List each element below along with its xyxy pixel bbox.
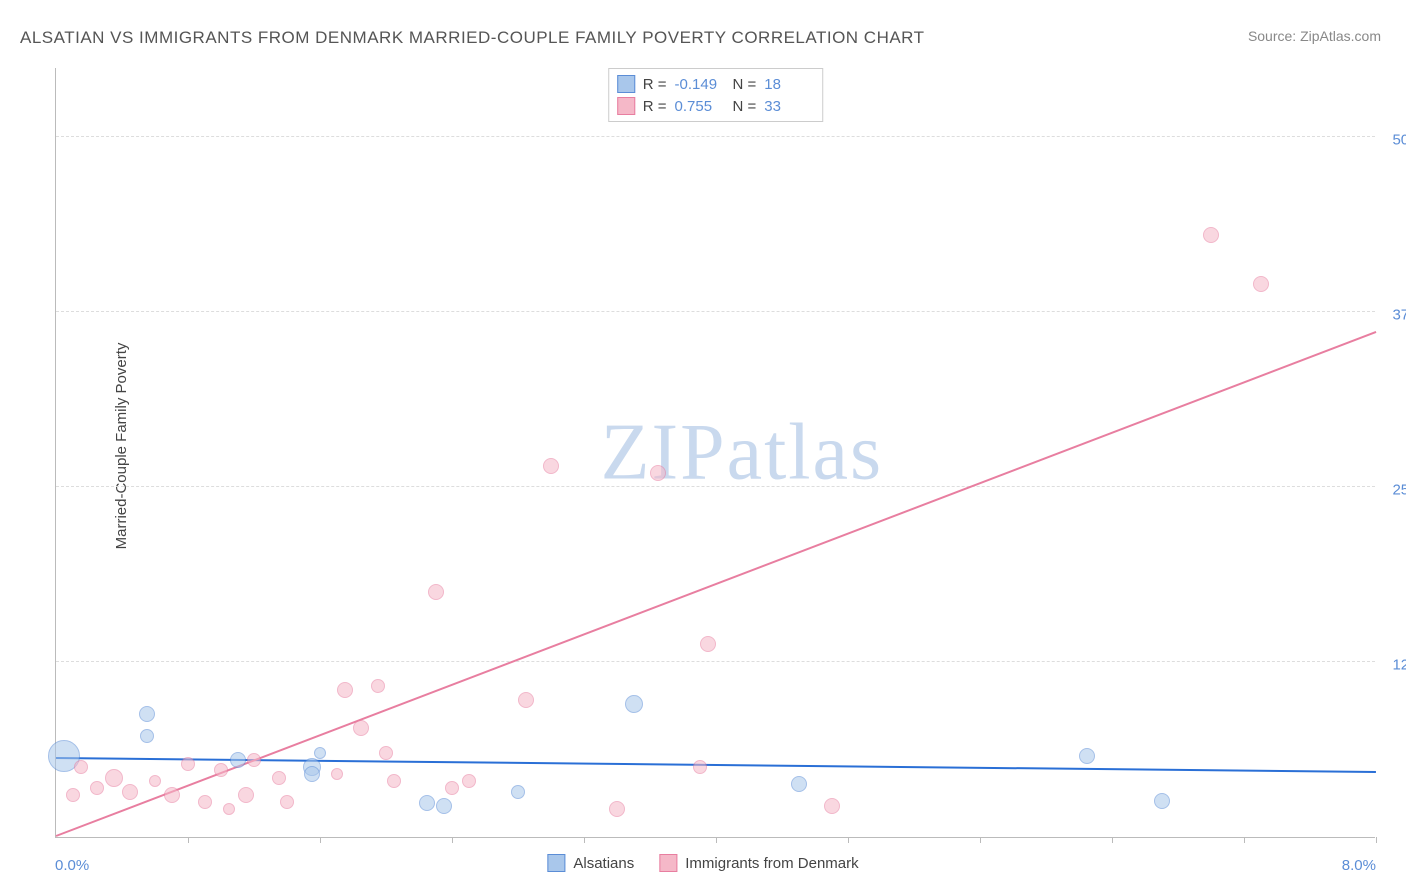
data-point: [428, 584, 444, 600]
stats-box: R = -0.149 N = 18 R = 0.755 N = 33: [608, 68, 824, 122]
chart-container: ALSATIAN VS IMMIGRANTS FROM DENMARK MARR…: [0, 0, 1406, 892]
data-point: [66, 788, 80, 802]
data-point: [353, 720, 369, 736]
data-point: [371, 679, 385, 693]
data-point: [693, 760, 707, 774]
source-label: Source: ZipAtlas.com: [1248, 28, 1381, 44]
data-point: [90, 781, 104, 795]
data-point: [238, 787, 254, 803]
data-point: [230, 752, 246, 768]
x-tick: [452, 837, 453, 843]
data-point: [791, 776, 807, 792]
x-axis-max-label: 8.0%: [1342, 857, 1376, 874]
data-point: [650, 465, 666, 481]
data-point: [105, 769, 123, 787]
data-point: [74, 760, 88, 774]
x-tick: [584, 837, 585, 843]
data-point: [1154, 793, 1170, 809]
data-point: [314, 747, 326, 759]
x-tick: [1244, 837, 1245, 843]
grid-line: [56, 311, 1375, 312]
data-point: [543, 458, 559, 474]
y-tick-label: 25.0%: [1392, 482, 1406, 499]
data-point: [419, 795, 435, 811]
data-point: [379, 746, 393, 760]
stat-n-value: 18: [764, 76, 814, 93]
chart-title: ALSATIAN VS IMMIGRANTS FROM DENMARK MARR…: [20, 28, 925, 48]
data-point: [122, 784, 138, 800]
x-tick: [716, 837, 717, 843]
data-point: [511, 785, 525, 799]
data-point: [1253, 276, 1269, 292]
legend-swatch: [547, 854, 565, 872]
legend-item: Alsatians: [547, 854, 634, 872]
legend-swatch: [617, 75, 635, 93]
data-point: [331, 768, 343, 780]
legend-item: Immigrants from Denmark: [659, 854, 858, 872]
x-tick: [1376, 837, 1377, 843]
data-point: [445, 781, 459, 795]
x-tick: [1112, 837, 1113, 843]
stats-row: R = 0.755 N = 33: [617, 95, 815, 117]
y-tick-label: 37.5%: [1392, 307, 1406, 324]
grid-line: [56, 136, 1375, 137]
data-point: [462, 774, 476, 788]
data-point: [149, 775, 161, 787]
plot-area: ZIPatlas R =-0.149N =18R =0.755N =33 12.…: [55, 68, 1375, 838]
legend: Alsatians Immigrants from Denmark: [547, 854, 858, 872]
legend-swatch: [617, 97, 635, 115]
data-point: [140, 729, 154, 743]
data-point: [337, 682, 353, 698]
data-point: [223, 803, 235, 815]
data-point: [164, 787, 180, 803]
y-tick-label: 50.0%: [1392, 132, 1406, 149]
data-point: [609, 801, 625, 817]
stats-row: R = -0.149 N = 18: [617, 73, 815, 95]
data-point: [700, 636, 716, 652]
grid-line: [56, 661, 1375, 662]
data-point: [1079, 748, 1095, 764]
data-point: [387, 774, 401, 788]
stat-n-label: N =: [733, 98, 757, 115]
data-point: [181, 757, 195, 771]
stat-r-label: R =: [643, 98, 667, 115]
watermark: ZIPatlas: [601, 407, 884, 498]
grid-line: [56, 486, 1375, 487]
stat-n-label: N =: [733, 76, 757, 93]
data-point: [1203, 227, 1219, 243]
data-point: [247, 753, 261, 767]
legend-swatch: [659, 854, 677, 872]
x-tick: [188, 837, 189, 843]
stat-r-label: R =: [643, 76, 667, 93]
data-point: [625, 695, 643, 713]
stat-r-value: 0.755: [675, 98, 725, 115]
data-point: [280, 795, 294, 809]
data-point: [436, 798, 452, 814]
legend-label: Immigrants from Denmark: [685, 855, 858, 872]
data-point: [824, 798, 840, 814]
data-point: [272, 771, 286, 785]
data-point: [518, 692, 534, 708]
x-axis-min-label: 0.0%: [55, 857, 89, 874]
data-point: [304, 766, 320, 782]
x-tick: [848, 837, 849, 843]
stat-r-value: -0.149: [675, 76, 725, 93]
x-tick: [980, 837, 981, 843]
y-tick-label: 12.5%: [1392, 657, 1406, 674]
x-tick: [320, 837, 321, 843]
stat-n-value: 33: [764, 98, 814, 115]
data-point: [198, 795, 212, 809]
data-point: [214, 763, 228, 777]
legend-label: Alsatians: [573, 855, 634, 872]
data-point: [139, 706, 155, 722]
